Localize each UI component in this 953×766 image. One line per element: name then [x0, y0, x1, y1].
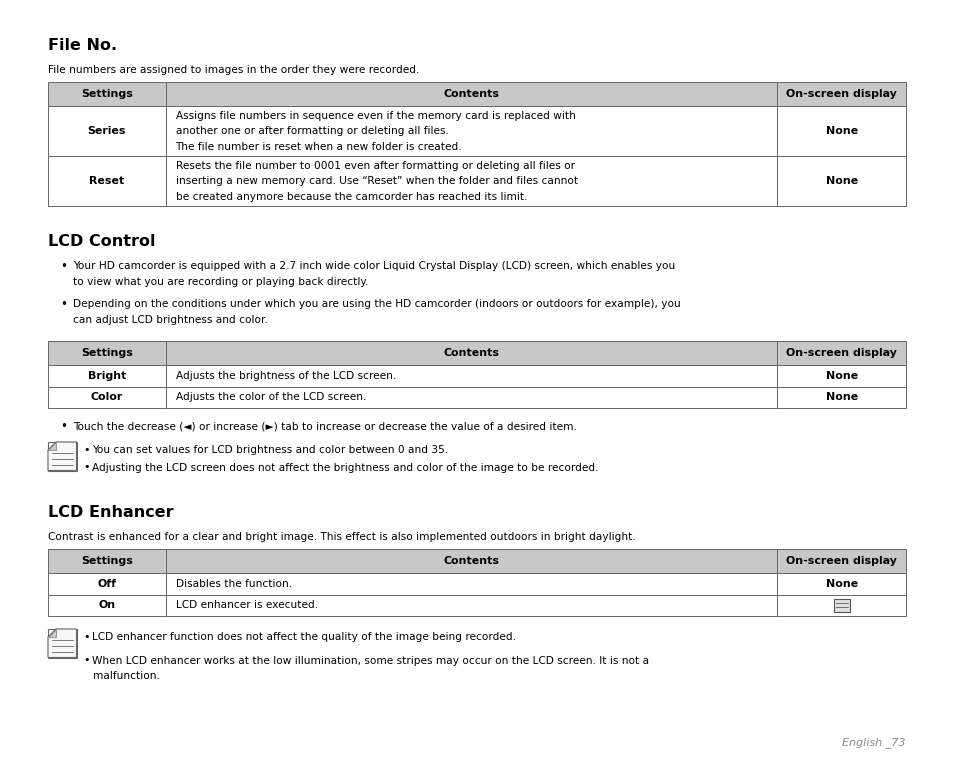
Bar — [833, 599, 849, 612]
Bar — [166, 594, 777, 616]
Bar — [777, 549, 905, 573]
Bar — [48, 629, 76, 657]
Bar — [48, 156, 166, 206]
Text: You can set values for LCD brightness and color between 0 and 35.: You can set values for LCD brightness an… — [92, 445, 448, 455]
Bar — [777, 156, 905, 206]
Bar — [777, 594, 905, 616]
Text: When LCD enhancer works at the low illumination, some stripes may occur on the L: When LCD enhancer works at the low illum… — [92, 656, 649, 666]
Text: The file number is reset when a new folder is created.: The file number is reset when a new fold… — [175, 142, 461, 152]
Text: Settings: Settings — [81, 348, 132, 358]
Text: •: • — [84, 444, 90, 454]
Text: On-screen display: On-screen display — [785, 348, 896, 358]
Bar — [777, 106, 905, 156]
Bar — [777, 573, 905, 594]
Text: Settings: Settings — [81, 89, 132, 99]
Text: None: None — [824, 579, 857, 589]
Text: On-screen display: On-screen display — [785, 556, 896, 566]
Bar — [166, 82, 777, 106]
Bar — [166, 573, 777, 594]
Bar — [48, 82, 166, 106]
Text: can adjust LCD brightness and color.: can adjust LCD brightness and color. — [73, 315, 268, 325]
Text: Resets the file number to 0001 even after formatting or deleting all files or: Resets the file number to 0001 even afte… — [175, 161, 574, 171]
Bar — [48, 387, 166, 408]
Text: Contrast is enhanced for a clear and bright image. This effect is also implement: Contrast is enhanced for a clear and bri… — [48, 532, 635, 542]
Text: None: None — [824, 176, 857, 186]
Text: File No.: File No. — [48, 38, 117, 53]
Text: •: • — [84, 631, 90, 641]
Text: None: None — [824, 126, 857, 136]
Bar — [777, 387, 905, 408]
Text: File numbers are assigned to images in the order they were recorded.: File numbers are assigned to images in t… — [48, 65, 419, 75]
Text: •: • — [60, 298, 67, 311]
Bar — [166, 106, 777, 156]
Text: Adjusting the LCD screen does not affect the brightness and color of the image t: Adjusting the LCD screen does not affect… — [92, 463, 598, 473]
Polygon shape — [48, 629, 56, 637]
Text: to view what you are recording or playing back directly.: to view what you are recording or playin… — [73, 277, 368, 286]
Text: LCD enhancer function does not affect the quality of the image being recorded.: LCD enhancer function does not affect th… — [92, 632, 516, 642]
Text: Reset: Reset — [89, 176, 124, 186]
Text: Off: Off — [97, 579, 116, 589]
Text: be created anymore because the camcorder has reached its limit.: be created anymore because the camcorder… — [175, 192, 526, 201]
Text: inserting a new memory card. Use “Reset” when the folder and files cannot: inserting a new memory card. Use “Reset”… — [175, 176, 578, 186]
Text: Contents: Contents — [443, 89, 499, 99]
Polygon shape — [48, 442, 76, 470]
Bar — [48, 341, 166, 365]
Bar — [166, 341, 777, 365]
Text: Adjusts the brightness of the LCD screen.: Adjusts the brightness of the LCD screen… — [175, 371, 395, 381]
Text: Assigns file numbers in sequence even if the memory card is replaced with: Assigns file numbers in sequence even if… — [175, 110, 575, 120]
Text: Settings: Settings — [81, 556, 132, 566]
Text: Bright: Bright — [88, 371, 126, 381]
Bar — [48, 442, 76, 470]
Text: •: • — [84, 462, 90, 472]
Bar — [48, 365, 166, 387]
Text: None: None — [824, 392, 857, 402]
Bar — [48, 106, 166, 156]
Text: Disables the function.: Disables the function. — [175, 579, 292, 589]
Text: Contents: Contents — [443, 556, 499, 566]
Bar — [166, 387, 777, 408]
Text: Contents: Contents — [443, 348, 499, 358]
Text: •: • — [60, 420, 67, 433]
Bar — [48, 573, 166, 594]
Bar — [166, 549, 777, 573]
Text: Color: Color — [91, 392, 123, 402]
Bar — [48, 594, 166, 616]
Text: None: None — [824, 371, 857, 381]
Text: On: On — [98, 601, 115, 611]
Bar — [166, 156, 777, 206]
Bar — [777, 82, 905, 106]
Text: On-screen display: On-screen display — [785, 89, 896, 99]
Text: Adjusts the color of the LCD screen.: Adjusts the color of the LCD screen. — [175, 392, 366, 402]
Text: Your HD camcorder is equipped with a 2.7 inch wide color Liquid Crystal Display : Your HD camcorder is equipped with a 2.7… — [73, 261, 675, 271]
Text: Touch the decrease (◄) or increase (►) tab to increase or decrease the value of : Touch the decrease (◄) or increase (►) t… — [73, 421, 577, 431]
Text: LCD Enhancer: LCD Enhancer — [48, 505, 173, 520]
Text: Depending on the conditions under which you are using the HD camcorder (indoors : Depending on the conditions under which … — [73, 299, 680, 309]
Text: LCD enhancer is executed.: LCD enhancer is executed. — [175, 601, 317, 611]
Text: Series: Series — [88, 126, 126, 136]
Text: •: • — [60, 260, 67, 273]
Text: another one or after formatting or deleting all files.: another one or after formatting or delet… — [175, 126, 448, 136]
Text: malfunction.: malfunction. — [92, 671, 159, 681]
Text: English _73: English _73 — [841, 737, 905, 748]
Text: •: • — [84, 655, 90, 665]
Bar — [166, 365, 777, 387]
Polygon shape — [48, 442, 56, 450]
Bar — [48, 549, 166, 573]
Bar — [777, 365, 905, 387]
Bar — [777, 341, 905, 365]
Polygon shape — [48, 629, 76, 657]
Text: LCD Control: LCD Control — [48, 234, 155, 249]
